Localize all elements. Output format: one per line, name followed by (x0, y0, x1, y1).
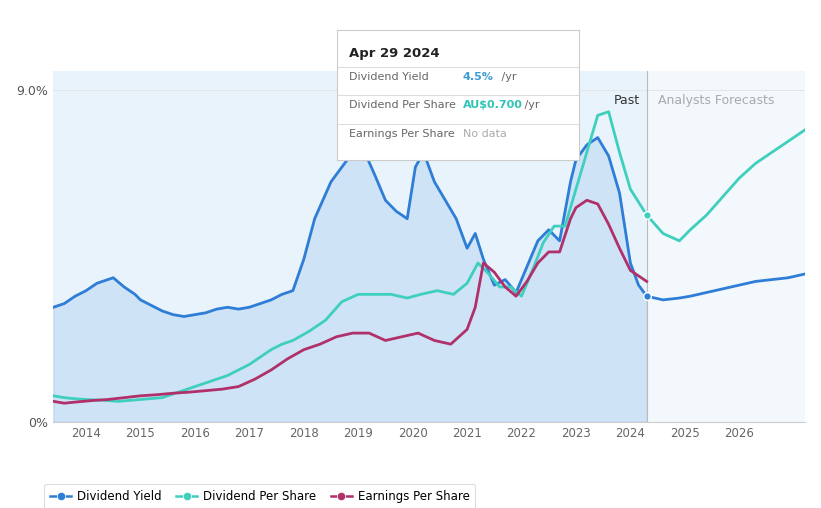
Text: /yr: /yr (498, 72, 516, 82)
Text: Apr 29 2024: Apr 29 2024 (349, 47, 439, 60)
Text: No data: No data (462, 129, 507, 139)
Text: Dividend Yield: Dividend Yield (349, 72, 429, 82)
Text: Analysts Forecasts: Analysts Forecasts (658, 94, 774, 107)
Text: /yr: /yr (521, 101, 539, 110)
Text: Dividend Per Share: Dividend Per Share (349, 101, 456, 110)
Text: Earnings Per Share: Earnings Per Share (349, 129, 455, 139)
Text: 4.5%: 4.5% (462, 72, 493, 82)
Bar (53, 71, 647, 422)
Bar (647, 71, 805, 422)
Text: Past: Past (614, 94, 640, 107)
Legend: Dividend Yield, Dividend Per Share, Earnings Per Share: Dividend Yield, Dividend Per Share, Earn… (44, 484, 475, 508)
Text: AU$0.700: AU$0.700 (462, 101, 522, 110)
